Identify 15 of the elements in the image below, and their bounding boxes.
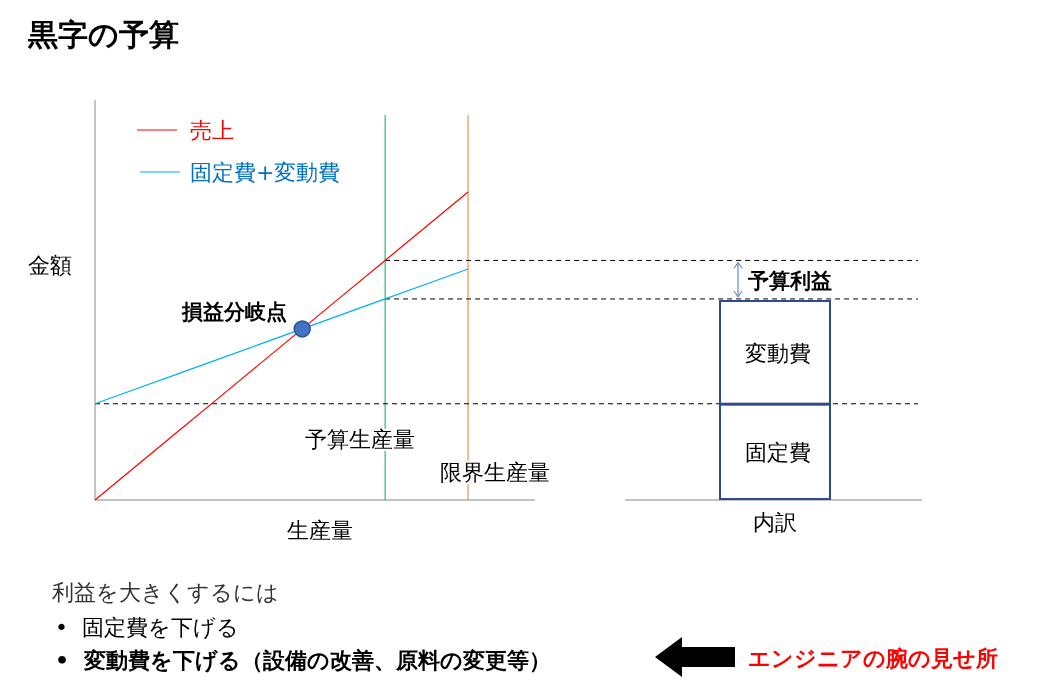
text: • 固定費を下げる [55,615,239,640]
x-axis-title: 生産量 [287,518,353,543]
series-label: 固定費 [745,440,811,466]
legend-label: 売上 [190,118,234,143]
text: 利益を大きくするには [52,580,279,605]
chart-title: 黒字の予算 [27,17,179,52]
y-axis-title: 金額 [28,253,72,278]
text: エンジニアの腕の見せ所 [748,646,998,671]
text: 予算利益 [747,268,832,293]
annotation: 損益分岐点 [181,299,288,324]
x-tick-label: 内訳 [753,510,797,535]
text: • 変動費を下げる（設備の改善、原料の変更等） [55,648,552,673]
annotation: 限界生産量 [440,460,550,485]
legend-label: 固定費+変動費 [190,160,341,185]
series-label: 変動費 [745,340,811,366]
